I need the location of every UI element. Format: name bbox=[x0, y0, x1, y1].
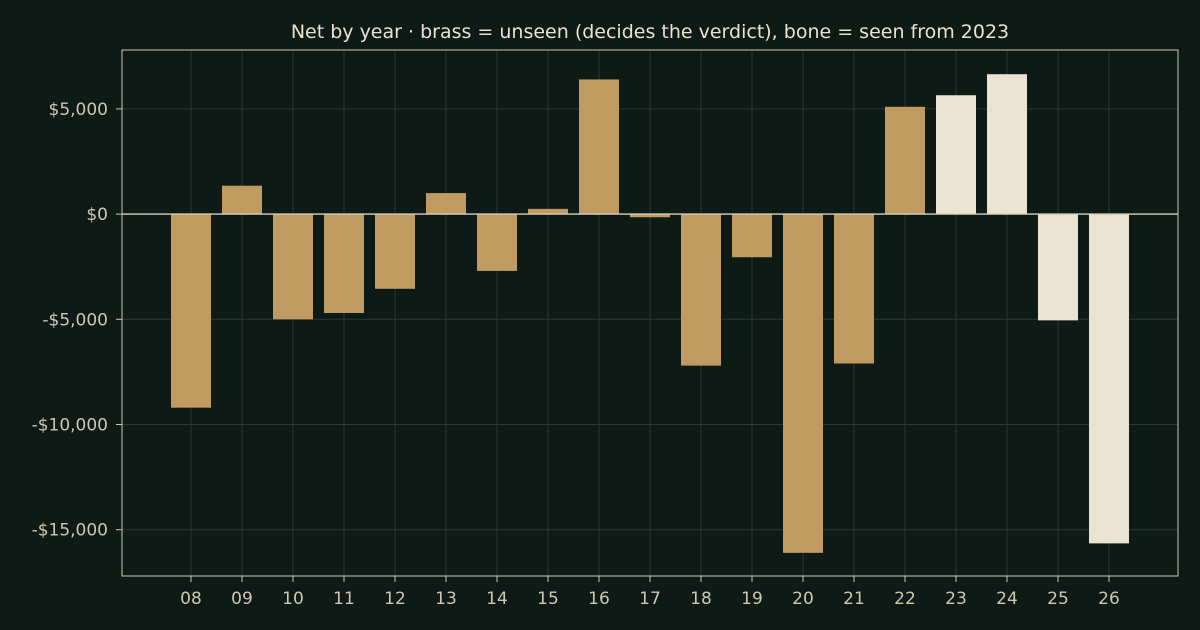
x-tick-label: 15 bbox=[537, 589, 559, 609]
bar-12 bbox=[375, 214, 415, 289]
bar-22 bbox=[885, 106, 925, 215]
bar-23 bbox=[936, 95, 976, 215]
bar-25 bbox=[1038, 214, 1078, 321]
x-tick-label: 14 bbox=[486, 589, 508, 609]
bar-18 bbox=[681, 214, 721, 366]
x-tick-labels: 08 09 10 11 12 13 14 15 16 17 18 19 20 21 22 23 24 25 26 bbox=[180, 589, 1120, 609]
x-tick-label: 24 bbox=[996, 589, 1018, 609]
bar-13 bbox=[426, 193, 466, 215]
x-tick-label: 17 bbox=[639, 589, 661, 609]
x-tick-label: 20 bbox=[792, 589, 814, 609]
x-tick-label: 13 bbox=[435, 589, 457, 609]
bar-10 bbox=[273, 214, 313, 320]
y-tick-label: -$15,000 bbox=[32, 521, 108, 541]
chart-title: Net by year · brass = unseen (decides th… bbox=[291, 21, 1009, 43]
x-tick-label: 16 bbox=[588, 589, 610, 609]
y-tick-label: $5,000 bbox=[49, 100, 108, 120]
bar-11 bbox=[324, 214, 364, 313]
x-tick-label: 21 bbox=[843, 589, 865, 609]
y-tick-label: $0 bbox=[86, 205, 108, 225]
y-tick-labels: $5,000 $0 -$5,000 -$10,000 -$15,000 bbox=[32, 100, 108, 541]
x-tick-label: 08 bbox=[180, 589, 202, 609]
bar-16 bbox=[579, 79, 619, 215]
y-tick-label: -$5,000 bbox=[42, 310, 108, 330]
bar-14 bbox=[477, 214, 517, 271]
bar-20 bbox=[783, 214, 823, 553]
x-tick-label: 09 bbox=[231, 589, 253, 609]
x-tick-label: 26 bbox=[1098, 589, 1120, 609]
x-tick-label: 19 bbox=[741, 589, 763, 609]
plot-frame bbox=[121, 49, 1179, 577]
bar-26 bbox=[1089, 214, 1129, 544]
bar-08 bbox=[171, 214, 211, 408]
x-tick-label: 25 bbox=[1047, 589, 1069, 609]
x-tick-label: 11 bbox=[333, 589, 355, 609]
bar-21 bbox=[834, 214, 874, 364]
x-tick-label: 12 bbox=[384, 589, 406, 609]
bar-19 bbox=[732, 214, 772, 258]
axes bbox=[116, 49, 1179, 582]
bars bbox=[171, 74, 1129, 553]
y-tick-label: -$10,000 bbox=[32, 416, 108, 436]
x-tick-label: 23 bbox=[945, 589, 967, 609]
bar-17 bbox=[630, 214, 670, 218]
x-tick-label: 22 bbox=[894, 589, 916, 609]
bar-09 bbox=[222, 185, 262, 215]
bar-24 bbox=[987, 74, 1027, 215]
x-tick-label: 18 bbox=[690, 589, 712, 609]
x-tick-label: 10 bbox=[282, 589, 304, 609]
bar-15 bbox=[528, 208, 568, 215]
